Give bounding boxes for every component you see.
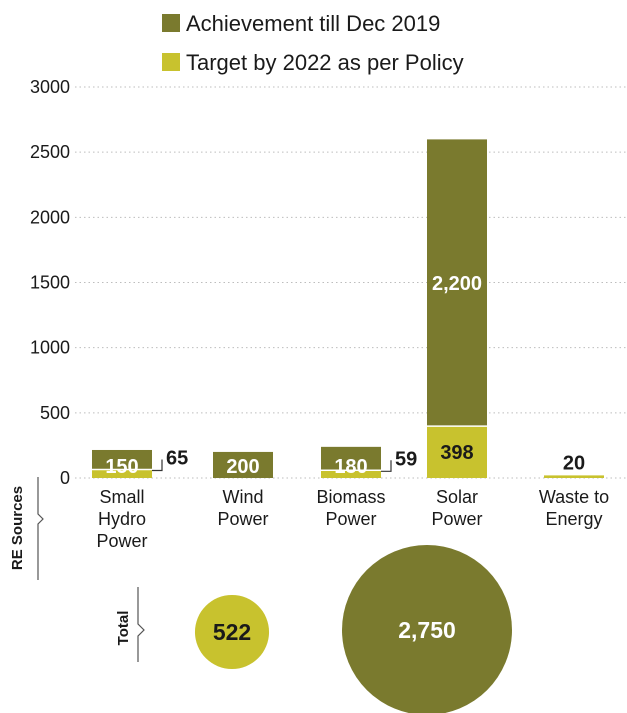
total-circle-label: 2,750 <box>398 617 456 643</box>
legend-label-target: Target by 2022 as per Policy <box>186 50 464 75</box>
total-brace <box>137 587 145 662</box>
category-label: Energy <box>545 509 602 529</box>
total-circles: 522 2,750 <box>194 545 512 713</box>
bar-label-achievement: 200 <box>226 456 259 478</box>
category-label: Wind <box>222 487 263 507</box>
y-tick-label: 1500 <box>30 273 70 293</box>
side-label-sources: RE Sources <box>9 486 26 570</box>
category-label: Waste to <box>539 487 609 507</box>
bar-label-leader <box>152 459 163 472</box>
bar-target <box>427 426 487 478</box>
bar-label-achievement: 2,200 <box>432 273 482 295</box>
bar-achievement <box>92 449 152 470</box>
y-tick-label: 2000 <box>30 207 70 227</box>
side-label-total: Total <box>115 611 132 646</box>
bars <box>92 139 604 478</box>
bar-label-leader <box>381 460 392 472</box>
category-label: Power <box>431 509 482 529</box>
legend-label-achievement: Achievement till Dec 2019 <box>186 11 440 36</box>
total-circle <box>194 594 270 670</box>
total-circle <box>342 545 512 713</box>
bar-target <box>92 469 152 478</box>
sources-brace <box>37 477 44 580</box>
bar-labels: 150 65 200 180 59 2,200 398 20 <box>105 273 585 478</box>
category-label: Power <box>96 531 147 551</box>
bar-label-target: 65 <box>166 448 188 470</box>
bar-label-target: 398 <box>440 442 473 464</box>
bar-achievement <box>427 139 487 427</box>
bar-achievement <box>321 446 381 471</box>
bar-target <box>321 470 381 478</box>
y-tick-label: 3000 <box>30 77 70 97</box>
legend-swatch-target <box>162 53 180 71</box>
bar-label-achievement: 150 <box>105 456 138 478</box>
category-label: Power <box>217 509 268 529</box>
bar-label-target: 20 <box>563 452 585 474</box>
legend-swatch-achievement <box>162 14 180 32</box>
bar-label-target: 59 <box>395 448 417 470</box>
category-labels: SmallHydroPowerWindPowerBiomassPowerSola… <box>96 487 609 551</box>
y-tick-label: 0 <box>60 468 70 488</box>
category-label: Solar <box>436 487 478 507</box>
total-circle-label: 522 <box>213 619 251 645</box>
bar-label-achievement: 180 <box>334 456 367 478</box>
y-tick-label: 2500 <box>30 142 70 162</box>
gridlines <box>75 86 627 479</box>
y-axis-ticks: 0 500 1000 1500 2000 2500 3000 <box>30 77 70 488</box>
category-label: Small <box>99 487 144 507</box>
bar-target <box>544 475 604 478</box>
category-label: Biomass <box>316 487 385 507</box>
y-tick-label: 500 <box>40 403 70 423</box>
category-label: Power <box>325 509 376 529</box>
bar-achievement <box>213 451 273 478</box>
category-label: Hydro <box>98 509 146 529</box>
y-tick-label: 1000 <box>30 338 70 358</box>
